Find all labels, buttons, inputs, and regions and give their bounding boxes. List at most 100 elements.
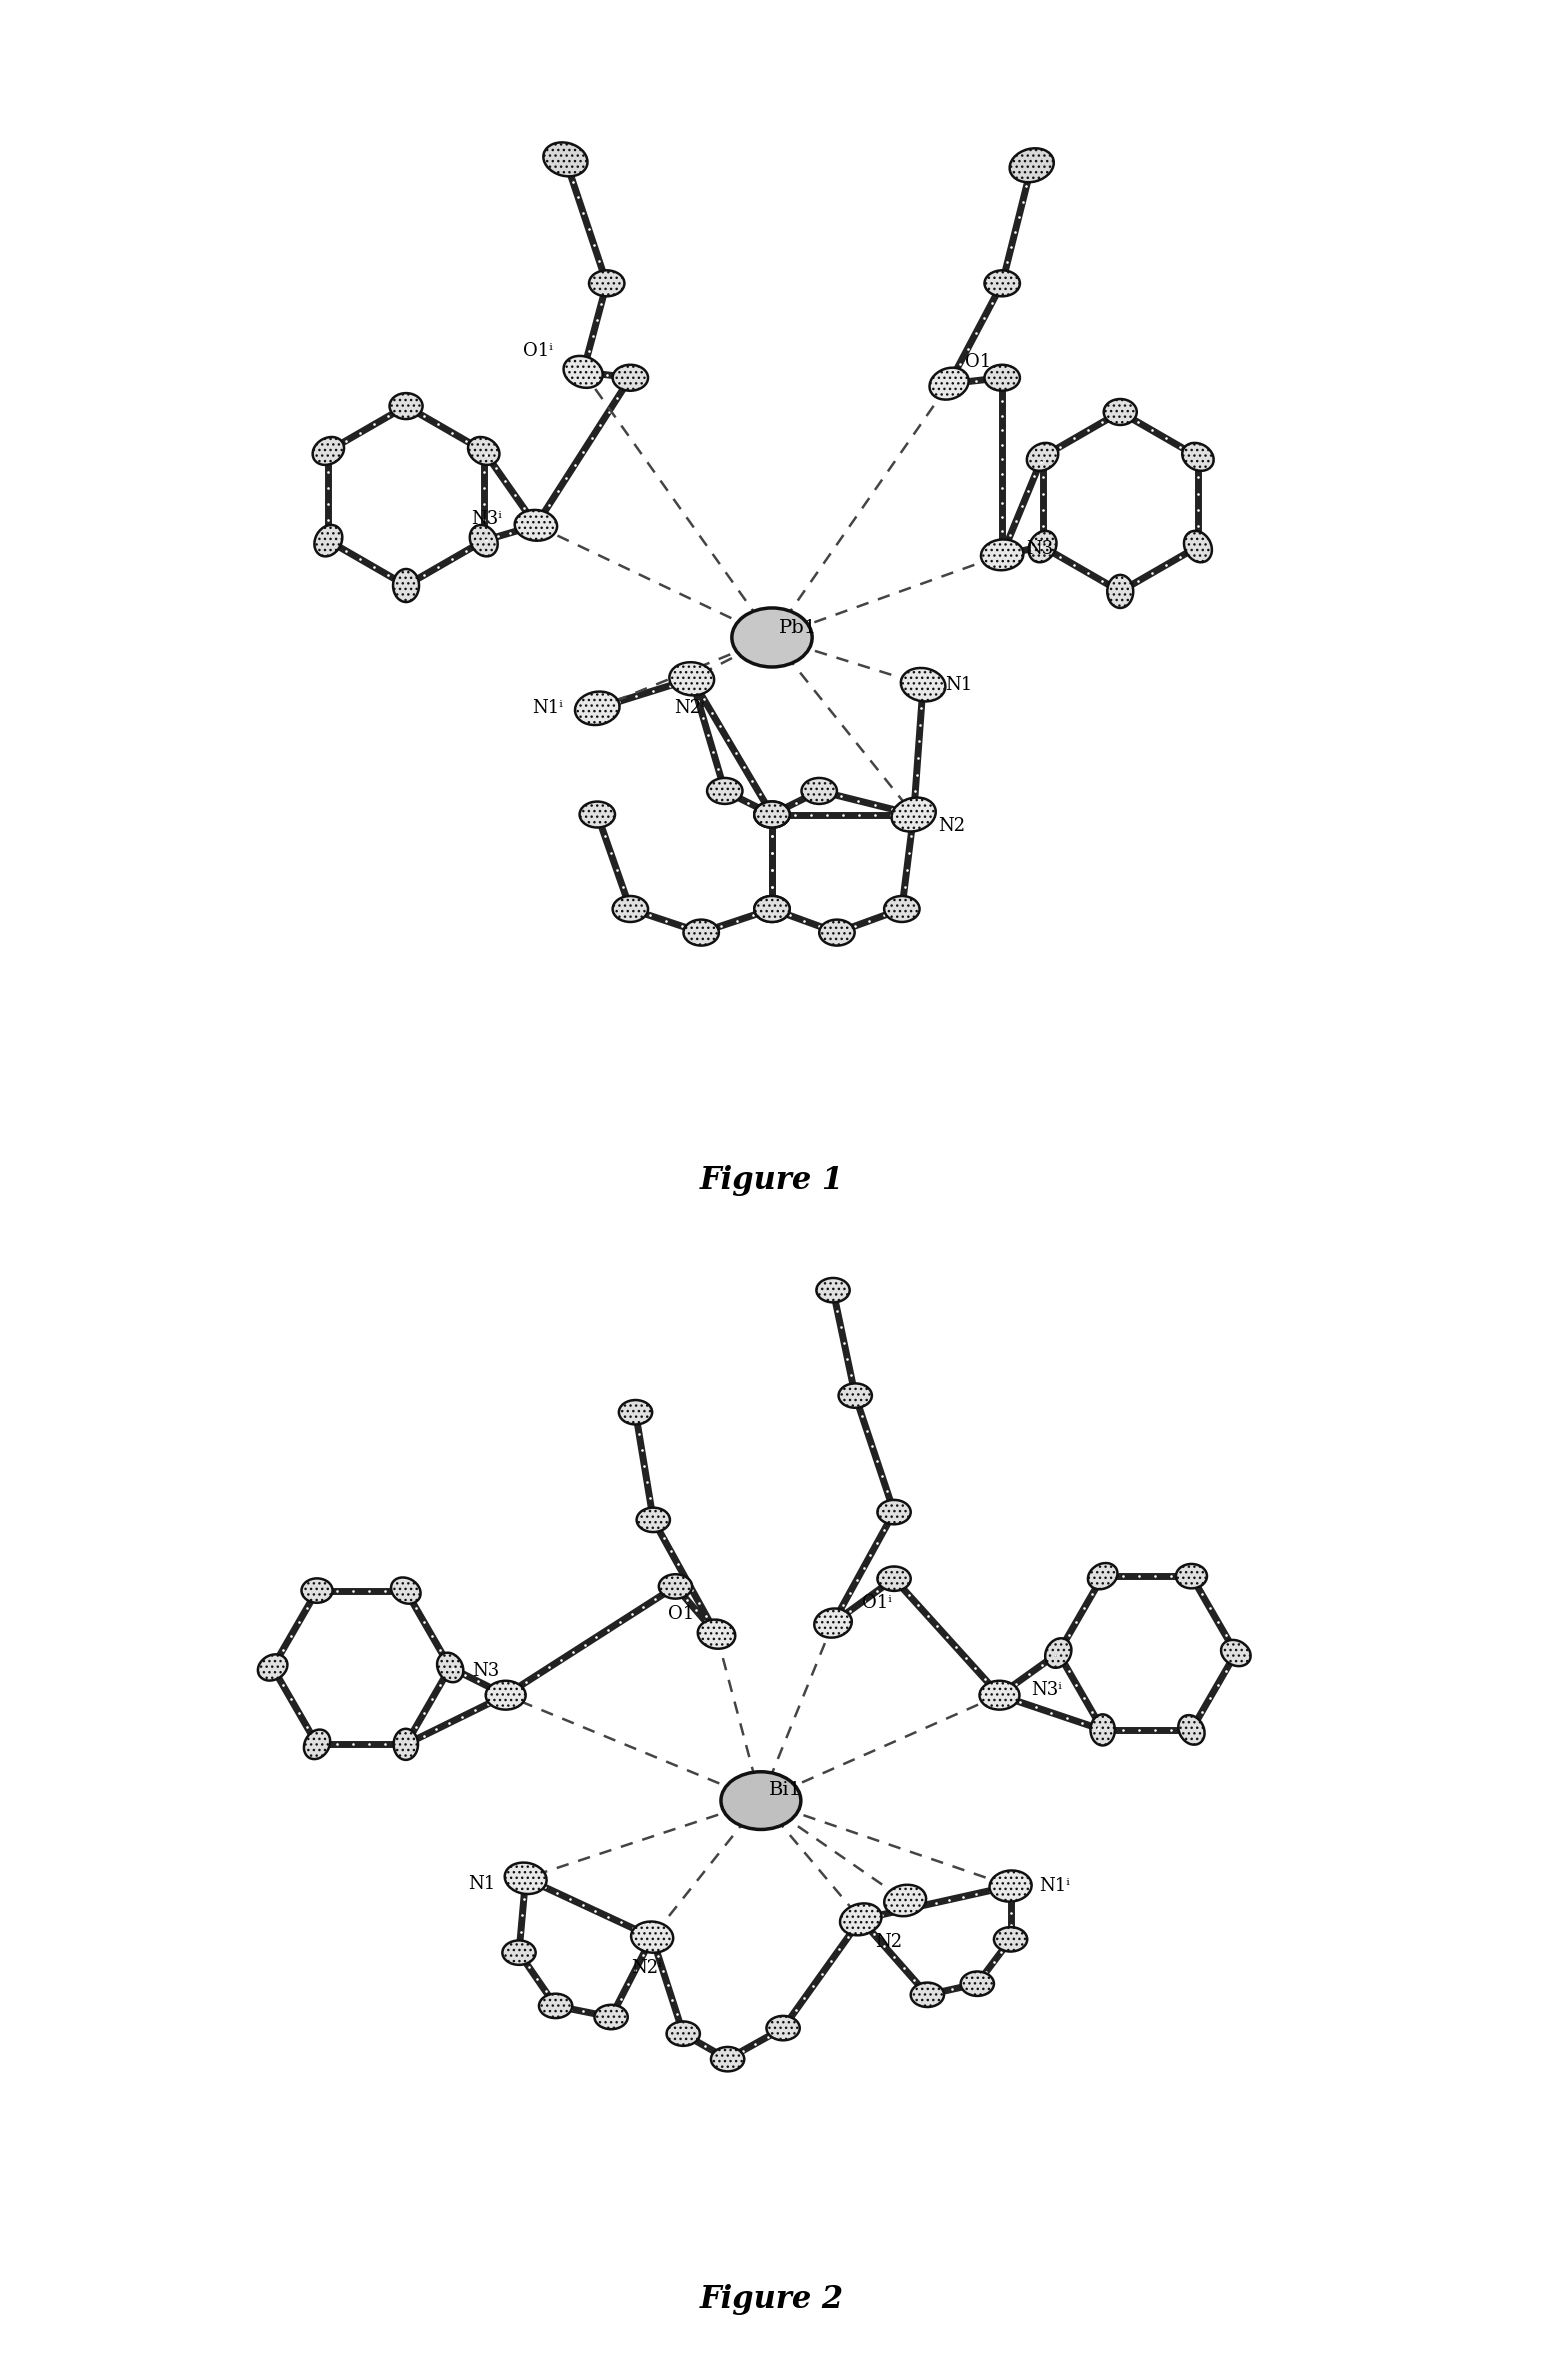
Point — [857, 902, 882, 940]
Point — [851, 1582, 875, 1620]
Point — [991, 531, 1016, 569]
Point — [560, 1634, 585, 1672]
Point — [760, 817, 784, 855]
Point — [760, 817, 784, 855]
Point — [1112, 394, 1136, 432]
Point — [675, 661, 699, 699]
Point — [361, 406, 386, 444]
Point — [809, 1955, 834, 1993]
Point — [1186, 442, 1210, 479]
Point — [435, 1646, 460, 1683]
Point — [295, 1707, 320, 1745]
Point — [892, 869, 917, 907]
Point — [514, 1665, 539, 1702]
Point — [517, 1948, 542, 1986]
Ellipse shape — [1028, 531, 1056, 562]
Point — [601, 1995, 625, 2033]
Point — [991, 260, 1016, 297]
Point — [1004, 1665, 1028, 1702]
Ellipse shape — [437, 1653, 463, 1683]
Ellipse shape — [911, 1983, 943, 2007]
Point — [1189, 1575, 1214, 1613]
Point — [883, 1894, 908, 1931]
Point — [560, 163, 585, 201]
Point — [650, 1953, 675, 1990]
Text: N1ⁱ: N1ⁱ — [1039, 1877, 1070, 1896]
Point — [862, 1915, 886, 1953]
Point — [508, 1912, 533, 1950]
Point — [675, 1580, 699, 1617]
Point — [420, 1681, 445, 1719]
Point — [760, 833, 784, 871]
Point — [990, 456, 1014, 493]
Point — [652, 1520, 676, 1558]
Point — [1167, 538, 1192, 576]
Point — [1010, 531, 1034, 569]
Point — [525, 1960, 550, 1997]
Point — [317, 437, 341, 475]
Point — [317, 470, 341, 508]
Point — [775, 2004, 800, 2042]
Point — [412, 1603, 437, 1641]
Point — [939, 364, 963, 401]
Point — [631, 1589, 656, 1627]
Point — [757, 796, 781, 833]
Ellipse shape — [315, 524, 343, 557]
Ellipse shape — [1107, 574, 1133, 609]
Text: N3ⁱ: N3ⁱ — [1031, 1681, 1062, 1698]
Ellipse shape — [732, 609, 812, 668]
Ellipse shape — [594, 2004, 628, 2028]
Ellipse shape — [929, 368, 968, 399]
Point — [1044, 1636, 1068, 1674]
Ellipse shape — [670, 661, 715, 696]
Point — [846, 781, 871, 819]
Point — [596, 392, 621, 430]
Point — [638, 1480, 662, 1518]
Point — [909, 1886, 934, 1924]
Point — [397, 564, 422, 602]
Point — [846, 796, 871, 833]
Point — [783, 784, 808, 822]
Point — [1048, 427, 1073, 465]
Point — [792, 902, 817, 940]
Text: O1: O1 — [965, 354, 991, 371]
Point — [747, 789, 772, 826]
Point — [943, 1629, 968, 1667]
Point — [320, 524, 344, 562]
Point — [974, 1953, 999, 1990]
Point — [763, 796, 787, 833]
Point — [655, 1572, 679, 1610]
Point — [608, 1603, 633, 1641]
Point — [1028, 529, 1053, 567]
Point — [824, 1291, 849, 1329]
Point — [1175, 1558, 1200, 1596]
Point — [837, 1591, 862, 1629]
Point — [670, 907, 695, 944]
Point — [613, 366, 638, 404]
Point — [630, 1431, 655, 1469]
Point — [262, 1646, 287, 1683]
Point — [605, 380, 630, 418]
Point — [491, 1674, 516, 1712]
Point — [1048, 1631, 1073, 1669]
Point — [865, 1523, 889, 1561]
Ellipse shape — [755, 895, 789, 923]
Point — [641, 673, 665, 711]
Point — [934, 1617, 959, 1655]
Point — [963, 1650, 988, 1688]
Point — [468, 430, 493, 467]
Point — [832, 1325, 857, 1362]
Point — [1186, 458, 1210, 496]
Point — [317, 501, 341, 538]
Point — [908, 706, 933, 744]
Ellipse shape — [1178, 1714, 1204, 1745]
Point — [658, 666, 682, 704]
Point — [917, 1976, 942, 2014]
Point — [508, 1936, 533, 1974]
Point — [906, 722, 931, 760]
Point — [982, 1672, 1007, 1709]
Point — [624, 678, 648, 715]
Point — [576, 210, 601, 248]
Point — [1189, 1693, 1214, 1731]
Point — [855, 1898, 880, 1936]
